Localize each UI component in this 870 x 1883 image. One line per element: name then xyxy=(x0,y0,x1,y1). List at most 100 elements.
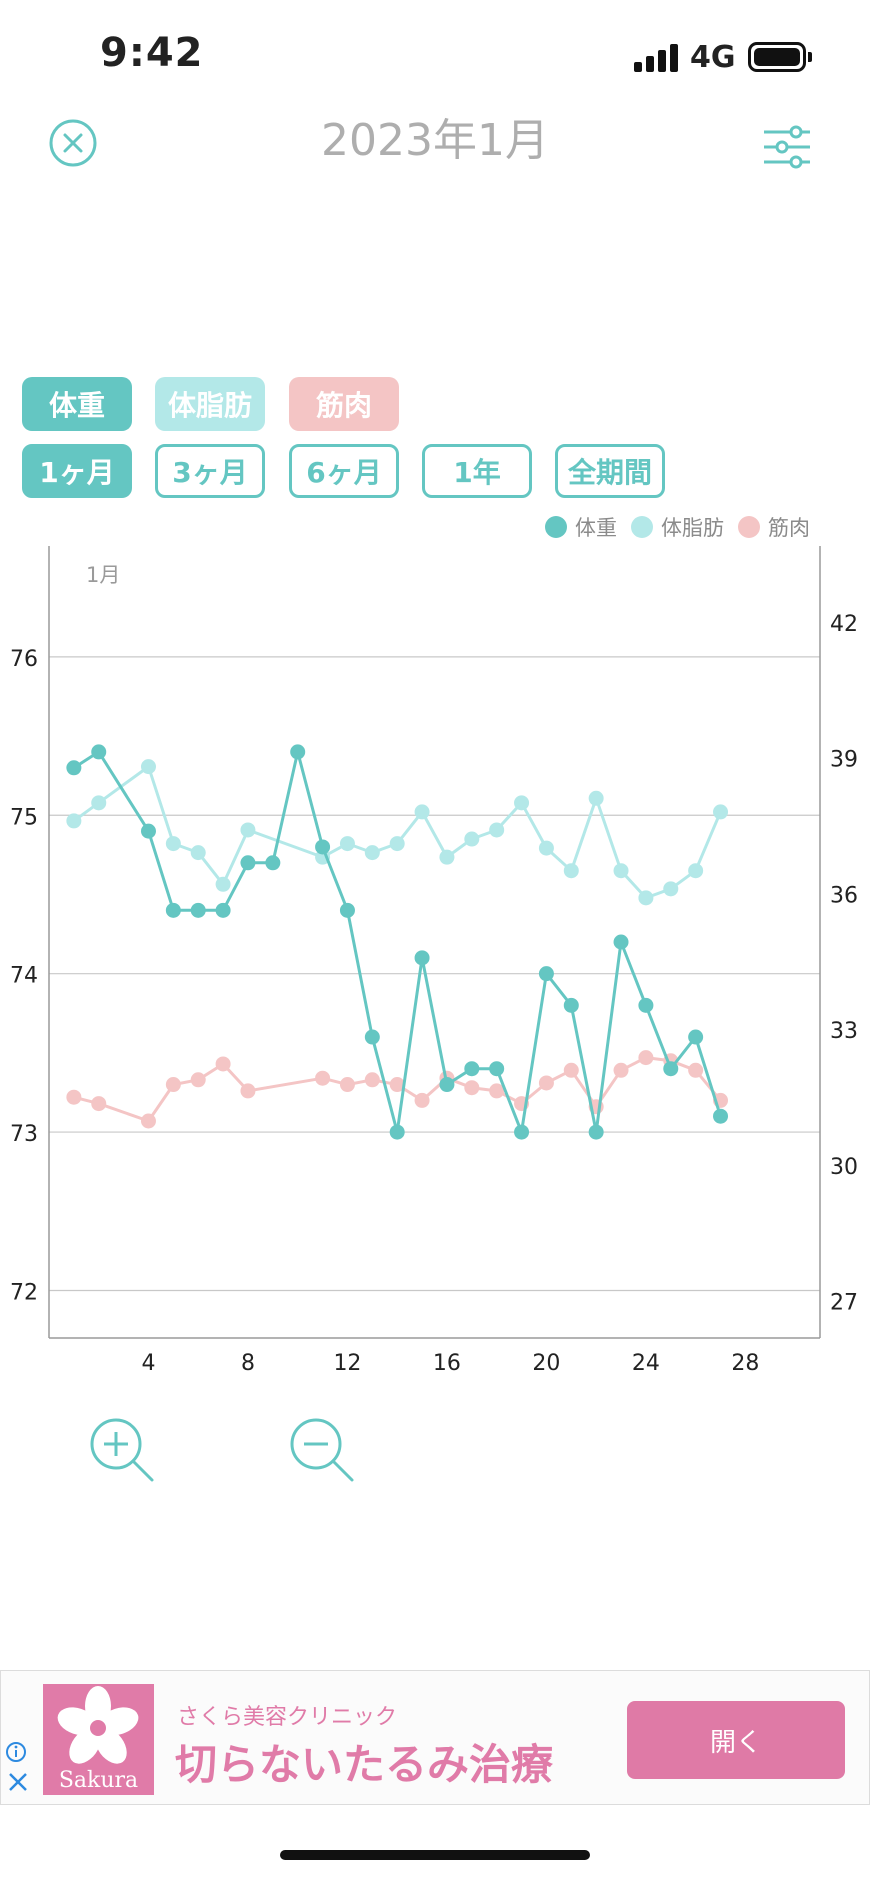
legend-item-muscle: 筋肉 xyxy=(738,512,810,542)
zoom-in-icon xyxy=(90,1418,154,1482)
data-point-weight xyxy=(66,760,82,776)
ad-info-icon[interactable] xyxy=(5,1741,27,1763)
data-point-weight xyxy=(464,1061,480,1077)
ad-logo[interactable]: Sakura xyxy=(43,1684,154,1795)
weight-chart: 72 73 74 75 76 27 30 33 36 39 42 4 8 12 16 20 24 28 1月 xyxy=(10,546,858,1376)
data-point-weight xyxy=(240,855,256,871)
data-point-muscle xyxy=(140,1113,156,1129)
data-point-weight xyxy=(414,950,430,966)
data-point-body-fat xyxy=(91,795,107,811)
tab-period-3-months[interactable]: 3ヶ月 xyxy=(155,444,265,498)
data-point-body-fat xyxy=(588,790,604,806)
data-point-weight xyxy=(165,902,181,918)
ad-close-button[interactable] xyxy=(7,1771,29,1793)
sakura-flower-icon xyxy=(57,1686,139,1764)
tab-weight[interactable]: 体重 xyxy=(22,377,132,431)
ad-banner[interactable]: Sakura さくら美容クリニック 切らないたるみ治療 開く xyxy=(0,1670,870,1805)
data-point-body-fat xyxy=(638,890,654,906)
legend-dot-body-fat xyxy=(631,516,653,538)
data-point-body-fat xyxy=(489,822,505,838)
tab-period-all[interactable]: 全期間 xyxy=(555,444,665,498)
data-point-weight xyxy=(290,744,306,760)
data-point-weight xyxy=(265,855,281,871)
data-point-weight xyxy=(613,934,629,950)
data-point-muscle xyxy=(688,1062,704,1078)
zoom-out-icon xyxy=(290,1418,354,1482)
data-point-muscle xyxy=(389,1077,405,1093)
y-right-tick-label: 33 xyxy=(830,1019,858,1044)
data-point-weight xyxy=(190,902,206,918)
data-point-weight xyxy=(439,1077,455,1093)
ad-subtitle: さくら美容クリニック xyxy=(177,1705,398,1730)
legend-item-body-fat: 体脂肪 xyxy=(631,512,724,542)
close-button[interactable] xyxy=(48,118,98,168)
data-point-muscle xyxy=(240,1083,256,1099)
data-point-body-fat xyxy=(414,804,430,820)
data-point-muscle xyxy=(464,1080,480,1096)
data-point-muscle xyxy=(414,1092,430,1108)
x-tick-label: 24 xyxy=(632,1351,660,1376)
data-point-body-fat xyxy=(538,840,554,856)
status-bar: 9:42 4G xyxy=(0,0,870,110)
data-point-weight xyxy=(638,997,654,1013)
data-point-weight xyxy=(588,1124,604,1140)
status-time: 9:42 xyxy=(100,30,204,76)
data-point-body-fat xyxy=(613,863,629,879)
data-point-muscle xyxy=(66,1089,82,1105)
data-point-muscle xyxy=(190,1072,206,1088)
data-point-body-fat xyxy=(190,845,206,861)
data-point-muscle xyxy=(339,1077,355,1093)
page-title: 2023年1月 xyxy=(321,115,549,166)
data-point-body-fat xyxy=(663,881,679,897)
data-point-body-fat xyxy=(439,849,455,865)
legend-label-muscle: 筋肉 xyxy=(768,516,810,540)
tab-period-1-month[interactable]: 1ヶ月 xyxy=(22,444,132,498)
data-point-body-fat xyxy=(464,831,480,847)
close-icon xyxy=(9,1773,27,1791)
data-point-muscle xyxy=(638,1050,654,1066)
tab-period-6-months[interactable]: 6ヶ月 xyxy=(289,444,399,498)
network-label: 4G xyxy=(690,40,736,75)
legend-dot-muscle xyxy=(738,516,760,538)
chart-legend: 体重 体脂肪 筋肉 xyxy=(531,512,810,542)
data-point-weight xyxy=(514,1124,530,1140)
tab-period-1-year[interactable]: 1年 xyxy=(422,444,532,498)
y-left-tick-label: 76 xyxy=(10,647,38,672)
x-tick-label: 12 xyxy=(333,1351,361,1376)
data-point-muscle xyxy=(91,1096,107,1112)
ad-logo-text: Sakura xyxy=(58,1768,139,1793)
legend-item-weight: 体重 xyxy=(545,512,617,542)
data-point-weight xyxy=(315,839,331,855)
y-left-tick-label: 75 xyxy=(10,805,38,830)
data-point-muscle xyxy=(489,1083,505,1099)
filter-settings-button[interactable] xyxy=(762,125,812,169)
data-point-weight xyxy=(339,902,355,918)
data-point-weight xyxy=(713,1108,729,1124)
x-tick-label: 16 xyxy=(433,1351,461,1376)
x-tick-label: 28 xyxy=(731,1351,759,1376)
data-point-body-fat xyxy=(514,795,530,811)
ad-open-button[interactable]: 開く xyxy=(627,1701,845,1779)
close-icon xyxy=(49,119,97,167)
data-point-muscle xyxy=(315,1070,331,1086)
zoom-in-button[interactable] xyxy=(88,1416,158,1486)
data-point-body-fat xyxy=(563,863,579,879)
data-point-weight xyxy=(389,1124,405,1140)
data-point-body-fat xyxy=(240,822,256,838)
legend-dot-weight xyxy=(545,516,567,538)
data-point-muscle xyxy=(563,1062,579,1078)
data-point-muscle xyxy=(613,1062,629,1078)
tab-muscle[interactable]: 筋肉 xyxy=(289,377,399,431)
zoom-out-button[interactable] xyxy=(288,1416,358,1486)
data-point-body-fat xyxy=(339,836,355,852)
tab-body-fat[interactable]: 体脂肪 xyxy=(155,377,265,431)
y-right-tick-label: 30 xyxy=(830,1155,858,1180)
data-point-body-fat xyxy=(215,876,231,892)
data-point-weight xyxy=(563,997,579,1013)
y-left-tick-label: 74 xyxy=(10,964,38,989)
data-point-weight xyxy=(538,966,554,982)
data-point-weight xyxy=(489,1061,505,1077)
data-point-body-fat xyxy=(713,804,729,820)
home-indicator[interactable] xyxy=(280,1850,590,1860)
data-point-weight xyxy=(663,1061,679,1077)
